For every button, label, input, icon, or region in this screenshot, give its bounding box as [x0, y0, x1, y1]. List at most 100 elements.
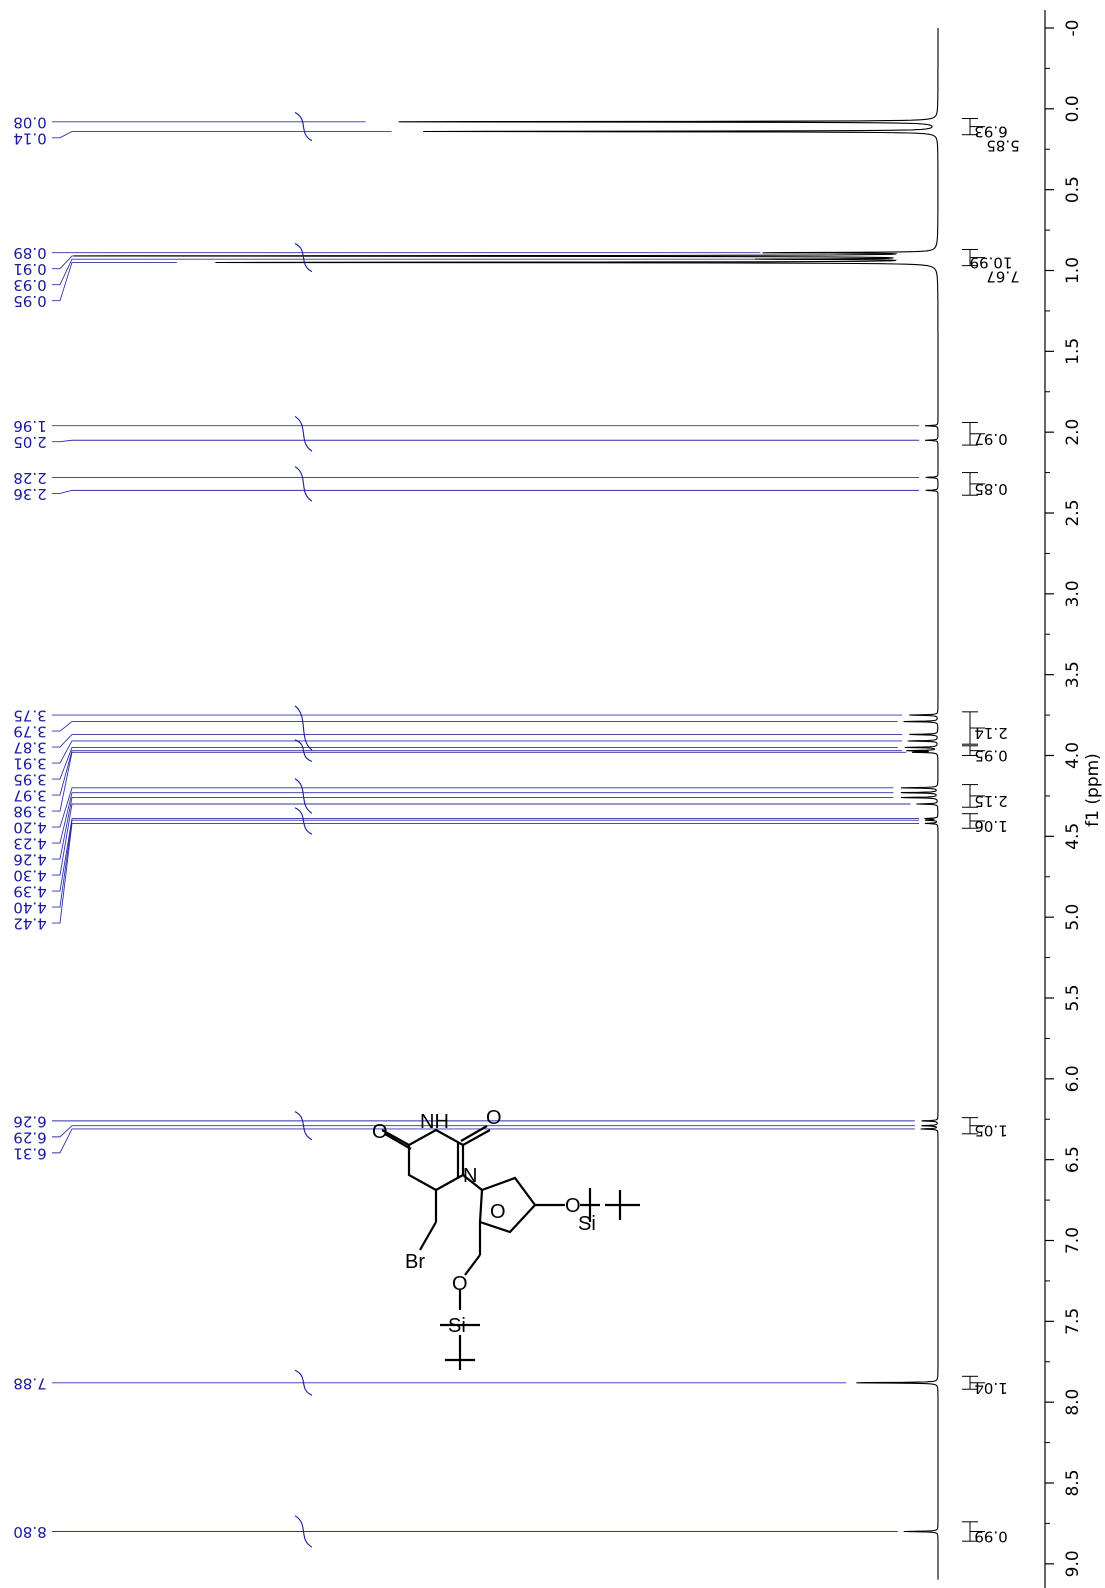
integral-curve [294, 466, 313, 502]
spectrum-trace [73, 28, 939, 1580]
peak-connector [52, 822, 920, 924]
molecule-atom-o: O [565, 1195, 581, 1217]
peak-connector [52, 721, 898, 732]
molecule-atom-si: Si [448, 1315, 466, 1337]
molecule-atom-si: Si [578, 1213, 596, 1235]
x-axis-label: f1 (ppm) [1083, 753, 1103, 827]
peak-label: 3.95 [13, 771, 46, 789]
molecule-atom-br: Br [405, 1251, 425, 1273]
tick-label: 7.0 [1063, 1227, 1083, 1254]
peak-connector [52, 819, 920, 908]
peak-label: 4.20 [13, 819, 46, 837]
spectrum-line [73, 28, 939, 1580]
peak-label: 4.26 [13, 851, 46, 869]
tick-label: 2.5 [1063, 499, 1083, 526]
integral-value: 6.93 [974, 123, 1007, 141]
peak-label: 1.96 [13, 417, 46, 435]
peak-label: 3.87 [13, 739, 46, 757]
carbonyl-double-bond [460, 1125, 488, 1142]
peak-label: 0.89 [13, 244, 46, 262]
integral-value: 2.15 [974, 792, 1007, 810]
peak-label: 6.29 [13, 1128, 46, 1146]
peak-connector [52, 818, 920, 892]
peak-connector [52, 1128, 915, 1154]
peak-label: 0.08 [13, 113, 46, 131]
molecule-structure: O NH O N O Br O Si O Si [372, 1107, 640, 1370]
peak-label: 3.75 [13, 707, 46, 725]
peak-label: 7.88 [13, 1374, 46, 1392]
c-br-bond [419, 1221, 437, 1251]
integral-value: 1.04 [974, 1379, 1007, 1397]
peak-connector [52, 255, 74, 270]
peak-label: 2.05 [13, 433, 46, 451]
peak-label: 4.42 [13, 915, 46, 933]
integral-curve-group [294, 112, 313, 1548]
tick-label: 5.5 [1063, 984, 1083, 1011]
tick-label: 3.5 [1063, 661, 1083, 688]
peak-label: 4.23 [13, 835, 46, 853]
tick-label: 6.5 [1063, 1146, 1083, 1173]
peak-connector [52, 258, 761, 286]
tick-label: 4.5 [1063, 823, 1083, 850]
peak-label: 0.14 [13, 129, 46, 147]
carbonyl-bond [462, 1129, 491, 1146]
integral-value: 2.14 [974, 724, 1007, 742]
peak-label: 4.30 [13, 867, 46, 885]
integral-value: 0.99 [974, 1528, 1007, 1546]
integral-curve [294, 242, 313, 273]
integral-curve [294, 415, 313, 452]
peak-label-group: 0.080.14 0.890.910.930.95 1.962.05 2.282.36… [13, 113, 920, 1541]
tick-label: 0.0 [1063, 95, 1083, 122]
molecule-atom-nh: NH [420, 1111, 449, 1133]
integral-value: 1.05 [974, 1122, 1007, 1140]
peak-label: 3.98 [13, 803, 46, 821]
ppm-axis: -0 0.0 0.5 1.0 1.5 2.0 2.5 3.0 3.5 4.0 4.5 5.0 5.5 6.… [1044, 10, 1083, 1588]
carbonyl-double-bond [384, 1133, 412, 1150]
pyrimidine-ring [407, 1128, 465, 1192]
integral-value: 0.85 [974, 480, 1007, 498]
tick-label: 3.0 [1063, 580, 1083, 607]
peak-label: 0.93 [13, 276, 46, 294]
peak-label: 4.39 [13, 883, 46, 901]
peak-connector [52, 792, 894, 844]
peak-connector [52, 439, 920, 443]
peak-label: 6.26 [13, 1112, 46, 1130]
tick-label: 7.5 [1063, 1308, 1083, 1335]
peak-label: 4.40 [13, 899, 46, 917]
molecule-atom-n: N [463, 1165, 477, 1187]
integral-region-group: 6.935.85 10.997.67 0.97 0.85 2.14 0.95 2.15 1.0… [962, 118, 1020, 1546]
peak-connector [52, 131, 392, 139]
molecule-atom-o: O [452, 1273, 468, 1295]
molecule-atom-o: O [486, 1107, 502, 1129]
peak-label: 2.28 [13, 469, 46, 487]
carbonyl-bond [381, 1129, 410, 1146]
peak-connector [52, 261, 177, 302]
tick-label: 5.0 [1063, 904, 1083, 931]
peak-connector [52, 803, 911, 876]
peak-label: 6.31 [13, 1144, 46, 1162]
peak-connector [52, 489, 920, 494]
integral-value: 10.99 [970, 254, 1013, 272]
tick-label: 2.0 [1063, 419, 1083, 446]
peak-label: 3.79 [13, 723, 46, 741]
peak-connector [52, 787, 894, 828]
peak-label: 2.36 [13, 485, 46, 503]
tick-label: 9.0 [1063, 1550, 1083, 1577]
tick-label: 1.0 [1063, 257, 1083, 284]
sugar-ring [478, 1176, 537, 1234]
integral-value: 0.95 [974, 747, 1007, 765]
molecule-atom-o: O [490, 1201, 506, 1223]
peak-label: 0.95 [13, 292, 46, 310]
ch2-o-bond [464, 1254, 481, 1276]
peak-label: 3.97 [13, 787, 46, 805]
peak-connector [52, 797, 894, 860]
peak-connector [52, 734, 902, 748]
integral-value: 1.06 [974, 817, 1007, 835]
tick-label: 6.0 [1063, 1065, 1083, 1092]
peak-label: 3.91 [13, 755, 46, 773]
n-c1-bond [462, 1174, 483, 1191]
tick-label: 8.0 [1063, 1389, 1083, 1416]
tick-label: 1.5 [1063, 338, 1083, 365]
tick-label: 4.0 [1063, 742, 1083, 769]
tick-label: 0.5 [1063, 176, 1083, 203]
